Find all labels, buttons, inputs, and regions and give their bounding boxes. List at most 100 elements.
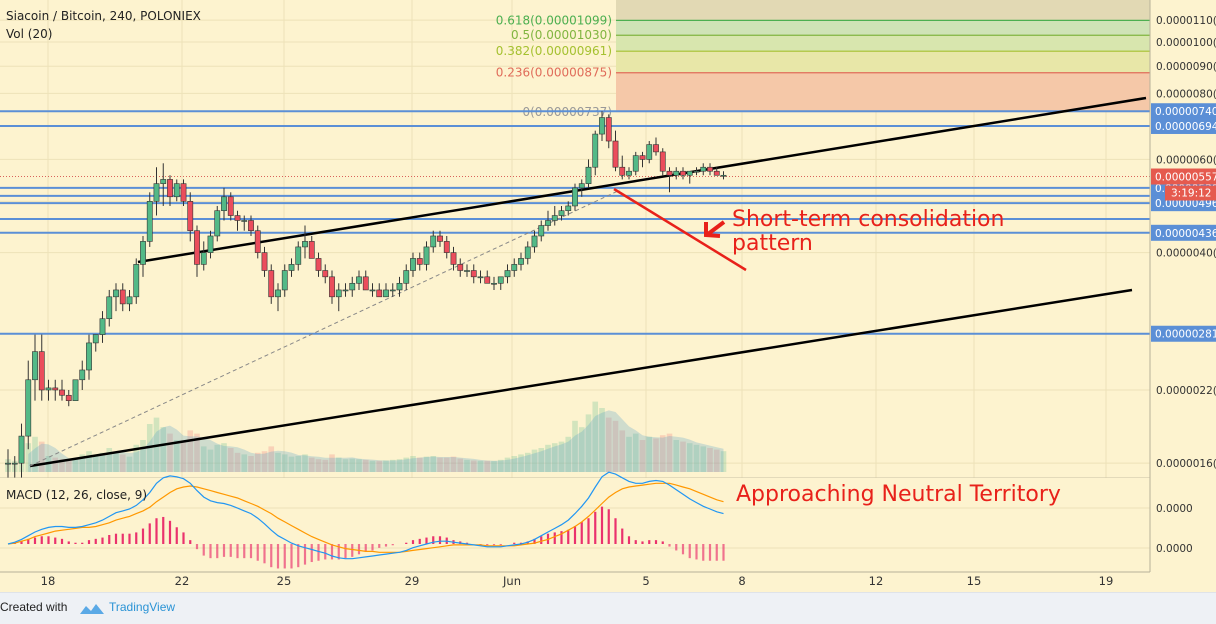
candle[interactable] bbox=[632, 151, 639, 176]
candle[interactable] bbox=[119, 283, 126, 312]
candle[interactable] bbox=[518, 252, 524, 271]
candle[interactable] bbox=[524, 241, 531, 265]
candle[interactable] bbox=[59, 379, 65, 401]
candle[interactable] bbox=[248, 215, 254, 236]
candle[interactable] bbox=[369, 283, 376, 297]
candle[interactable] bbox=[349, 276, 356, 297]
candle[interactable] bbox=[234, 210, 241, 231]
candle[interactable] bbox=[599, 111, 605, 142]
candle[interactable] bbox=[389, 283, 396, 297]
candle[interactable] bbox=[531, 230, 538, 253]
candle[interactable] bbox=[680, 167, 686, 180]
candle[interactable] bbox=[443, 235, 450, 259]
candle[interactable] bbox=[281, 264, 288, 297]
candle[interactable] bbox=[626, 167, 632, 180]
candle[interactable] bbox=[578, 179, 585, 197]
channel-lower-line[interactable] bbox=[29, 288, 1133, 468]
candle[interactable] bbox=[302, 225, 308, 259]
price-axis[interactable]: 0.0000110(0.0000100(0.0000090(0.0000080(… bbox=[1151, 15, 1216, 555]
candle[interactable] bbox=[693, 167, 700, 176]
candle[interactable] bbox=[592, 130, 599, 176]
tradingview-logo-icon[interactable] bbox=[79, 601, 105, 617]
candle[interactable] bbox=[497, 276, 504, 290]
candle[interactable] bbox=[126, 289, 133, 312]
candle[interactable] bbox=[45, 379, 52, 401]
candle[interactable] bbox=[160, 163, 167, 206]
candle[interactable] bbox=[511, 258, 518, 277]
candle[interactable] bbox=[113, 283, 119, 312]
candle[interactable] bbox=[275, 283, 281, 312]
candle[interactable] bbox=[416, 252, 423, 271]
candle[interactable] bbox=[396, 276, 403, 297]
candle[interactable] bbox=[403, 264, 410, 290]
candle[interactable] bbox=[227, 192, 234, 221]
candle[interactable] bbox=[666, 167, 673, 193]
candle[interactable] bbox=[639, 151, 646, 168]
candle[interactable] bbox=[464, 264, 470, 277]
candle[interactable] bbox=[38, 334, 45, 401]
consolidation-trendline[interactable] bbox=[613, 187, 747, 272]
candle[interactable] bbox=[383, 283, 389, 298]
candle[interactable] bbox=[653, 137, 659, 156]
candle[interactable] bbox=[133, 258, 140, 304]
candle[interactable] bbox=[720, 171, 727, 180]
candle[interactable] bbox=[430, 230, 437, 253]
candle[interactable] bbox=[295, 241, 302, 271]
candle[interactable] bbox=[437, 230, 443, 247]
candle[interactable] bbox=[79, 360, 86, 390]
candle[interactable] bbox=[254, 225, 261, 259]
candle[interactable] bbox=[173, 179, 180, 202]
candle[interactable] bbox=[335, 283, 342, 312]
candle[interactable] bbox=[423, 241, 430, 271]
chart-canvas[interactable]: 0.618(0.00001099)0.5(0.00001030) 0.382(0.… bbox=[0, 0, 1216, 592]
macd-signal-line[interactable] bbox=[7, 482, 724, 553]
candle[interactable] bbox=[153, 167, 160, 216]
candle[interactable] bbox=[342, 283, 349, 297]
candle[interactable] bbox=[322, 264, 329, 284]
candle[interactable] bbox=[329, 270, 335, 304]
candle[interactable] bbox=[25, 360, 32, 450]
candle[interactable] bbox=[194, 225, 200, 277]
volume-indicator-label[interactable]: Vol (20) bbox=[6, 27, 52, 41]
candle[interactable] bbox=[605, 114, 612, 149]
candle[interactable] bbox=[200, 241, 207, 271]
candle[interactable] bbox=[221, 187, 227, 221]
candle[interactable] bbox=[214, 205, 221, 242]
candle[interactable] bbox=[659, 148, 666, 176]
symbol-title[interactable]: Siacoin / Bitcoin, 240, POLONIEX bbox=[6, 9, 201, 23]
candle[interactable] bbox=[477, 270, 484, 284]
candle[interactable] bbox=[713, 167, 720, 176]
candle[interactable] bbox=[646, 141, 653, 164]
candle[interactable] bbox=[558, 205, 565, 221]
candle[interactable] bbox=[686, 170, 693, 184]
candle[interactable] bbox=[470, 264, 477, 284]
candle[interactable] bbox=[180, 179, 187, 206]
candle[interactable] bbox=[612, 130, 619, 172]
candle[interactable] bbox=[11, 456, 18, 478]
candle[interactable] bbox=[450, 246, 457, 271]
macd-indicator-label[interactable]: MACD (12, 26, close, 9) bbox=[6, 488, 147, 502]
candle[interactable] bbox=[18, 423, 25, 478]
candle[interactable] bbox=[187, 192, 194, 242]
candle[interactable] bbox=[52, 379, 59, 401]
candle[interactable] bbox=[261, 246, 268, 277]
candle[interactable] bbox=[5, 449, 11, 478]
candle[interactable] bbox=[146, 192, 153, 247]
candle[interactable] bbox=[491, 276, 497, 290]
candle[interactable] bbox=[673, 167, 680, 180]
candle[interactable] bbox=[207, 230, 214, 259]
candle[interactable] bbox=[32, 334, 38, 401]
candle[interactable] bbox=[315, 252, 322, 277]
candle[interactable] bbox=[551, 205, 558, 226]
candle[interactable] bbox=[545, 210, 551, 231]
candle[interactable] bbox=[565, 201, 572, 216]
macd-line[interactable] bbox=[7, 471, 724, 560]
channel-upper-line[interactable] bbox=[137, 96, 1147, 264]
time-axis[interactable]: 18 22 25 29 Jun 5 8 12 15 19 bbox=[41, 574, 1114, 588]
candle[interactable] bbox=[410, 252, 416, 277]
candle[interactable] bbox=[86, 334, 92, 380]
candle[interactable] bbox=[92, 334, 99, 352]
candle[interactable] bbox=[619, 155, 626, 180]
candle[interactable] bbox=[356, 270, 362, 290]
candle[interactable] bbox=[241, 215, 248, 231]
